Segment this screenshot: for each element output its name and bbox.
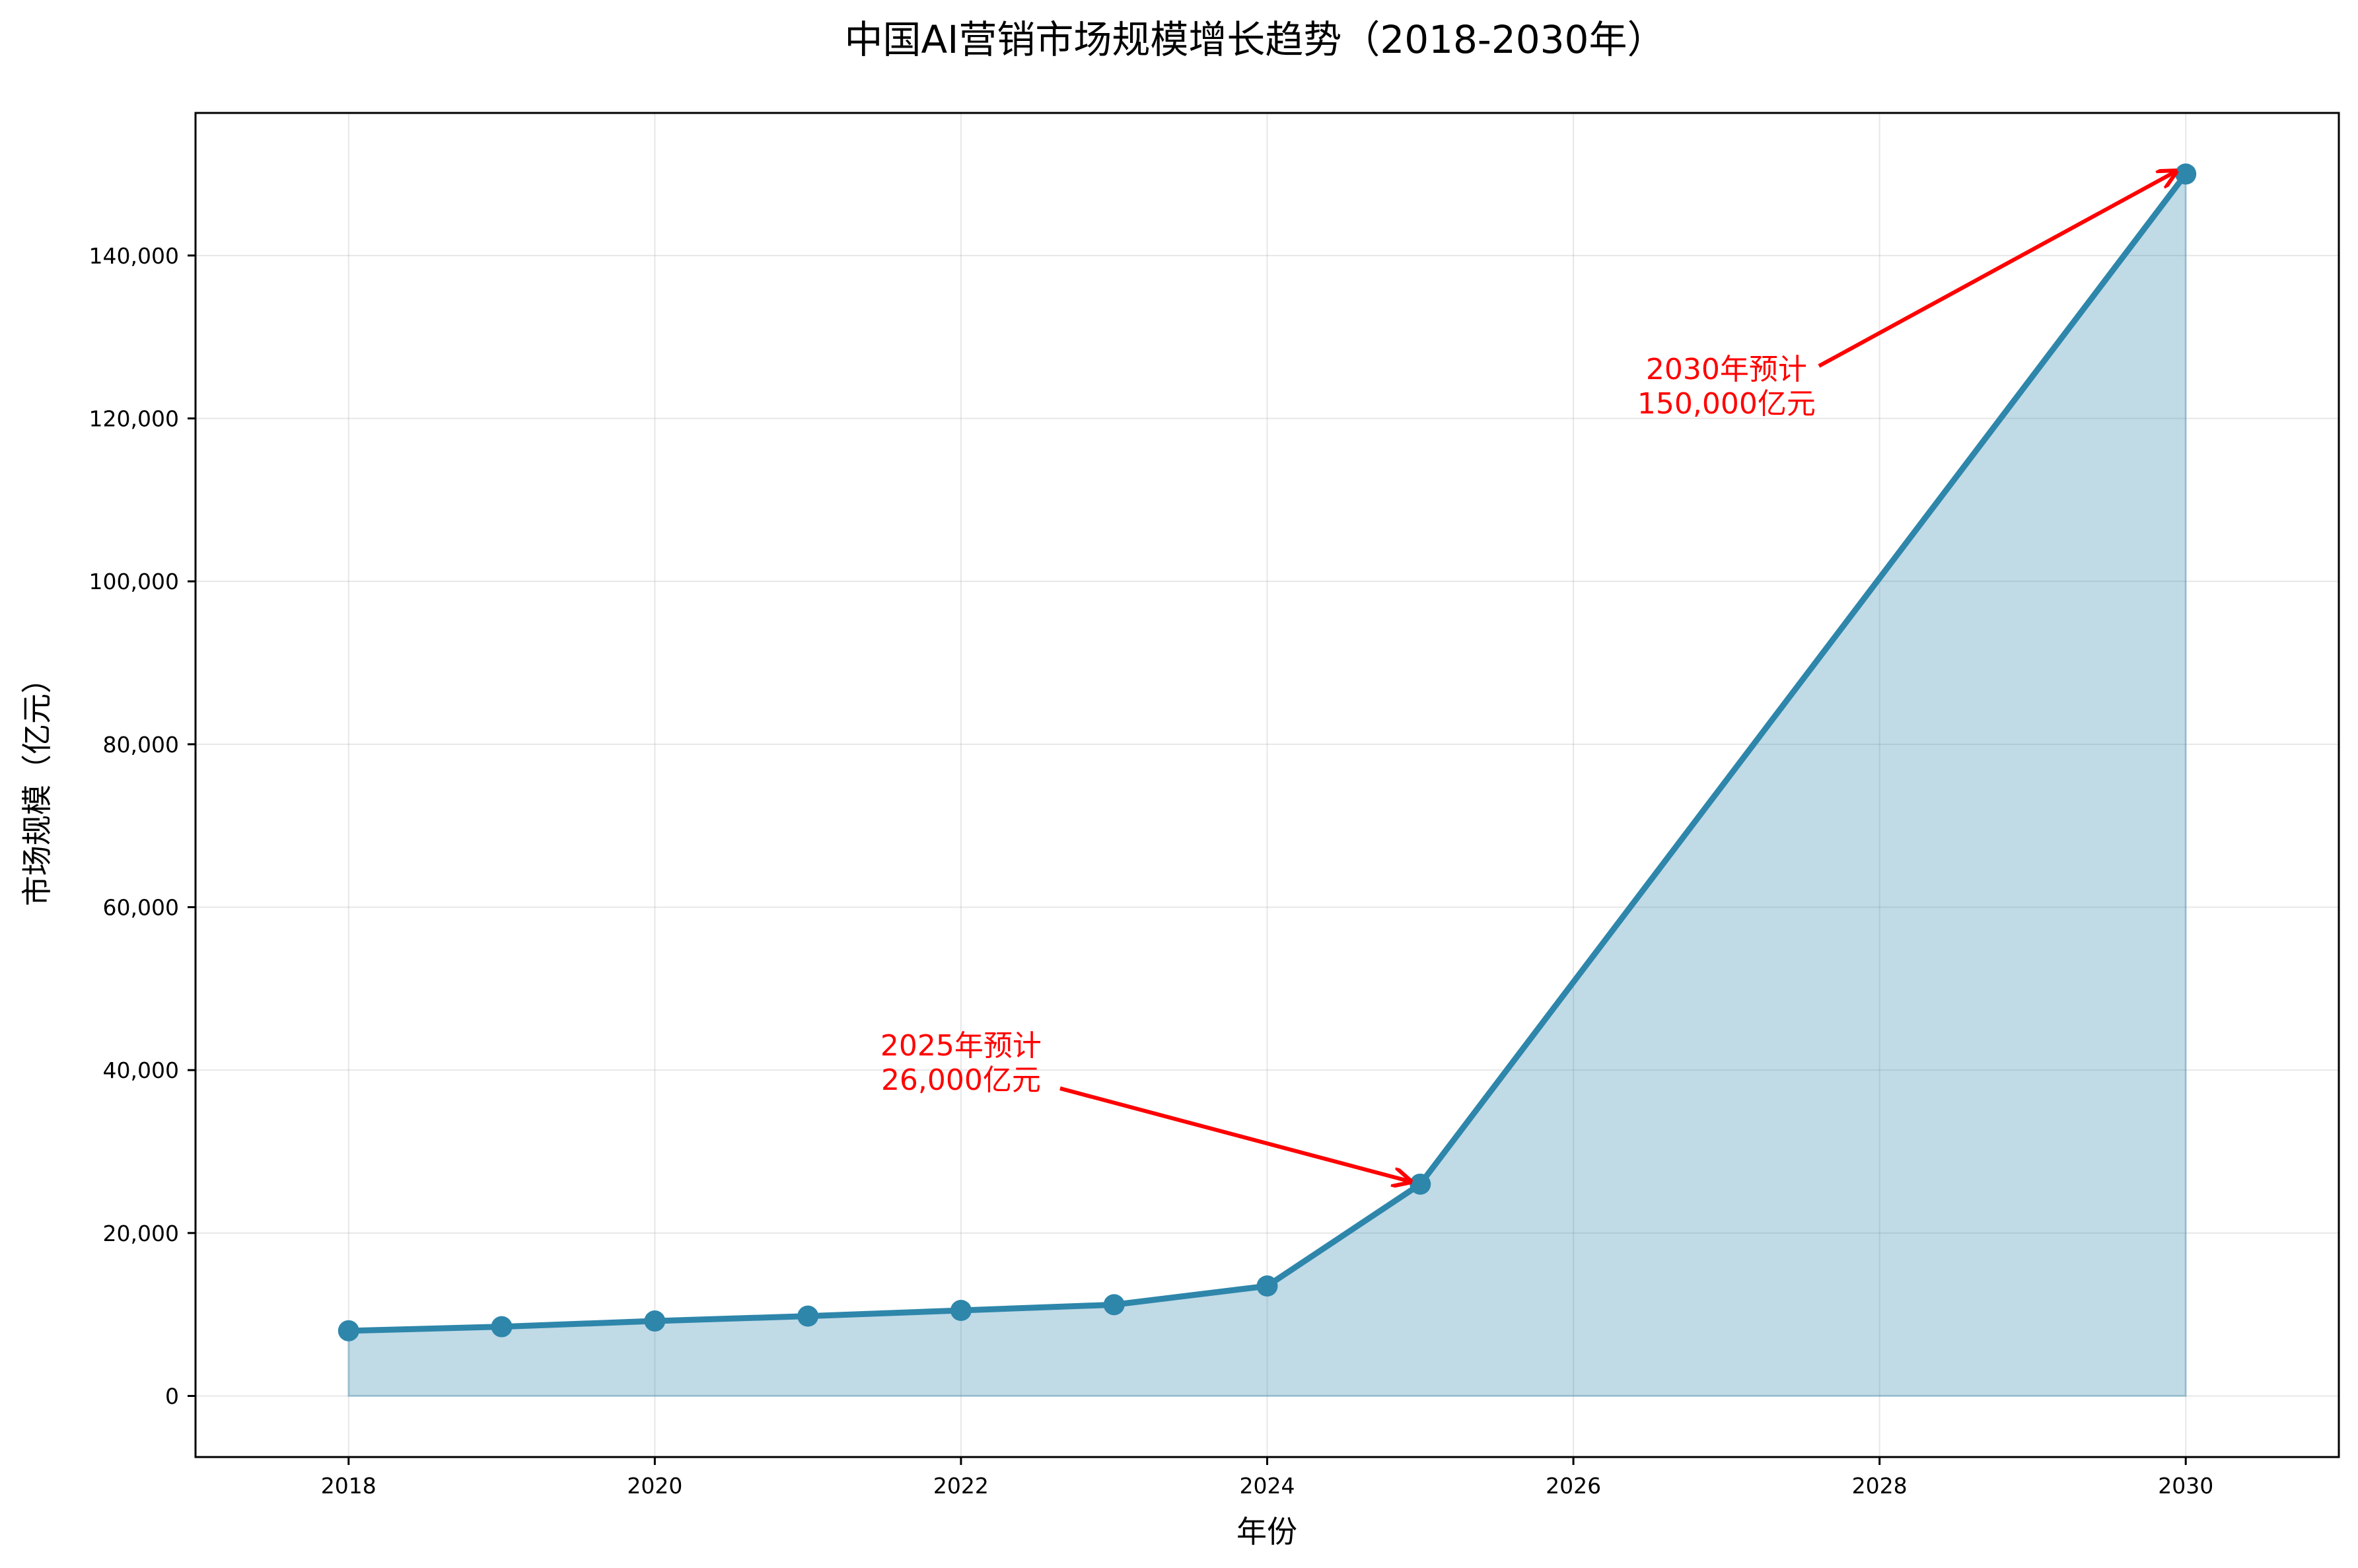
series-layer <box>338 163 2197 1341</box>
y-tick-label: 40,000 <box>103 1057 179 1083</box>
x-tick-label: 2020 <box>627 1473 682 1499</box>
chart-title: 中国AI营销市场规模增长趋势（2018-2030年） <box>845 17 1666 62</box>
y-tick-label: 20,000 <box>103 1221 179 1246</box>
x-tick-label: 2018 <box>321 1473 376 1499</box>
data-point <box>1103 1294 1125 1316</box>
annotation-text: 150,000亿元 <box>1637 387 1816 421</box>
annotation-arrow <box>1059 1086 1410 1182</box>
annotation-text: 26,000亿元 <box>881 1063 1041 1097</box>
data-point <box>491 1316 513 1337</box>
x-tick-label: 2028 <box>1852 1473 1908 1499</box>
data-point <box>797 1305 819 1327</box>
grid <box>196 113 2339 1457</box>
data-point <box>338 1320 359 1341</box>
data-point <box>1256 1275 1278 1297</box>
y-tick-label: 60,000 <box>103 895 179 921</box>
data-point <box>2175 163 2197 185</box>
data-point <box>950 1300 972 1321</box>
y-tick-label: 120,000 <box>89 406 179 432</box>
y-axis-label: 市场规模（亿元） <box>19 663 55 906</box>
x-tick-label: 2026 <box>1546 1473 1601 1499</box>
data-point <box>1410 1173 1431 1195</box>
y-tick-label: 80,000 <box>103 732 179 758</box>
x-tick-label: 2024 <box>1240 1473 1295 1499</box>
annotation-text: 2030年预计 <box>1646 353 1807 386</box>
data-point <box>644 1310 666 1332</box>
x-axis: 2018 2020 2022 2024 2026 2028 2030 <box>321 1457 2213 1499</box>
x-tick-label: 2022 <box>933 1473 989 1499</box>
y-axis: 0 20,000 40,000 60,000 80,000 100,000 120,000 1… <box>89 243 196 1409</box>
y-tick-label: 140,000 <box>89 243 179 269</box>
y-tick-label: 100,000 <box>89 569 179 594</box>
y-tick-label: 0 <box>165 1384 179 1409</box>
annotation-text: 2025年预计 <box>880 1029 1042 1063</box>
x-tick-label: 2030 <box>2158 1473 2213 1499</box>
annotation-arrow <box>1818 172 2176 368</box>
x-axis-label: 年份 <box>1236 1514 1297 1550</box>
